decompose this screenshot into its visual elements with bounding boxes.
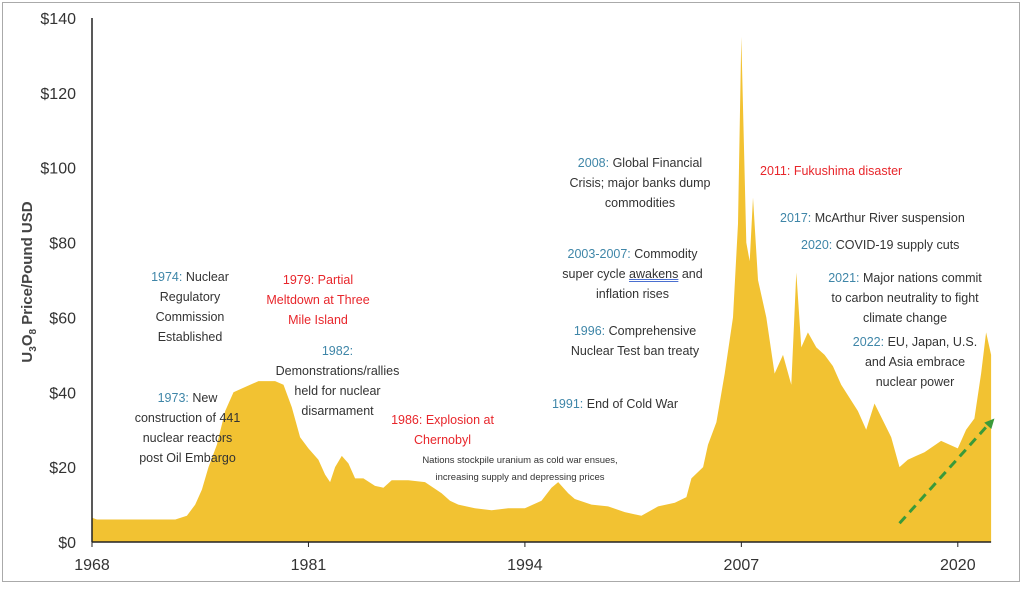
annotation-title: 1979: Partial bbox=[282, 273, 354, 287]
y-tick-label: $100 bbox=[40, 161, 76, 178]
annotation-year: 1996: bbox=[573, 324, 606, 338]
annotation-text: Nations stockpile uranium as cold war en… bbox=[422, 455, 618, 466]
annotation-text: to carbon neutrality to fight bbox=[831, 291, 979, 305]
trend-arrow-head-icon bbox=[984, 418, 995, 430]
annotation-2003-2007: 2003-2007: Commodity super cycle awakens … bbox=[550, 244, 715, 304]
annotation-1996: 1996: Comprehensive Nuclear Test ban trea… bbox=[550, 321, 720, 361]
annotation-text: climate change bbox=[862, 311, 948, 325]
annotation-text: Major nations commit bbox=[862, 271, 982, 285]
annotation-text: COVID-19 supply cuts bbox=[835, 238, 960, 252]
annotation-year: 2021: bbox=[828, 271, 860, 285]
annotation-1982: 1982: Demonstrations/rallies held for nucl… bbox=[260, 341, 415, 421]
annotation-text: Crisis; major banks dump bbox=[569, 176, 711, 190]
annotation-text: EU, Japan, U.S. bbox=[887, 335, 978, 349]
annotation-text: and Asia embrace bbox=[864, 355, 966, 369]
trend-arrow-line bbox=[898, 423, 990, 525]
annotation-2017: 2017: McArthur River suspension bbox=[780, 208, 965, 228]
annotation-year: 2020: bbox=[801, 238, 833, 252]
annotation-text: Comprehensive bbox=[608, 324, 697, 338]
annotation-2021: 2021: Major nations commit to carbon neut… bbox=[815, 268, 995, 328]
annotation-text: New bbox=[192, 391, 218, 405]
annotation-text: nuclear power bbox=[875, 375, 955, 389]
svg-text:U3O8 Price/Pound USD: U3O8 Price/Pound USD bbox=[19, 201, 39, 362]
annotation-text: inflation rises bbox=[596, 287, 669, 301]
annotation-stockpile: Nations stockpile uranium as cold war en… bbox=[395, 452, 645, 486]
annotation-2011: 2011: Fukushima disaster bbox=[760, 161, 902, 181]
annotation-year: 1973: bbox=[157, 391, 189, 405]
annotation-text: Meltdown at Three bbox=[266, 293, 370, 307]
annotation-text: held for nuclear bbox=[294, 384, 381, 398]
annotation-2022: 2022: EU, Japan, U.S. and Asia embrace nuc… bbox=[850, 332, 980, 392]
annotation-text: disarmament bbox=[301, 404, 374, 418]
annotation-text: Global Financial bbox=[612, 156, 703, 170]
annotation-text: nuclear reactors bbox=[142, 431, 233, 445]
annotation-text: Established bbox=[157, 330, 223, 344]
annotation-text: Commodity bbox=[634, 247, 698, 261]
chart-frame bbox=[2, 2, 1020, 582]
annotation-2008: 2008: Global Financial Crisis; major bank… bbox=[555, 153, 725, 213]
annotation-year: 1974: bbox=[151, 270, 183, 284]
annotation-title: 1986: Explosion at bbox=[391, 413, 494, 427]
annotation-text: Commission bbox=[155, 310, 225, 324]
annotation-year: 2017: bbox=[780, 211, 812, 225]
annotation-text: Demonstrations/rallies bbox=[275, 364, 400, 378]
x-tick-label: 1994 bbox=[507, 557, 543, 574]
annotation-1974: 1974: Nuclear Regulatory Commission Establi… bbox=[130, 267, 250, 347]
annotation-1991: 1991: End of Cold War bbox=[540, 394, 690, 414]
annotation-text: Nuclear Test ban treaty bbox=[570, 344, 700, 358]
x-tick-label: 1968 bbox=[74, 557, 110, 574]
y-tick-label: $80 bbox=[49, 236, 76, 253]
y-tick-label: $20 bbox=[49, 460, 76, 477]
annotation-text: Nuclear bbox=[185, 270, 229, 284]
annotation-text: commodities bbox=[604, 196, 676, 210]
annotation-text: End of Cold War bbox=[586, 397, 678, 411]
y-tick-label: $120 bbox=[40, 86, 76, 103]
x-tick-label: 1981 bbox=[291, 557, 327, 574]
annotation-text: increasing supply and depressing prices bbox=[435, 472, 605, 483]
annotation-text: super cycle bbox=[562, 267, 626, 281]
annotation-1973: 1973: New construction of 441 nuclear reac… bbox=[125, 388, 250, 468]
annotation-text: post Oil Embargo bbox=[139, 451, 236, 465]
y-tick-label: $40 bbox=[49, 385, 76, 402]
annotation-text: construction of 441 bbox=[134, 411, 241, 425]
annotation-1979: 1979: Partial Meltdown at Three Mile Islan… bbox=[258, 270, 378, 330]
x-tick-label: 2007 bbox=[724, 557, 760, 574]
x-tick-label: 2020 bbox=[940, 557, 976, 574]
annotation-year: 1991: bbox=[551, 397, 584, 411]
annotation-year: 1982: bbox=[321, 344, 354, 358]
y-tick-label: $60 bbox=[49, 310, 76, 327]
y-tick-label: $140 bbox=[40, 11, 76, 28]
annotation-text: Chernobyl bbox=[414, 433, 471, 447]
annotation-text: awakens bbox=[629, 267, 679, 281]
annotation-year: 2022: bbox=[852, 335, 885, 349]
annotation-year: 2003-2007: bbox=[567, 247, 631, 261]
y-tick-label: $0 bbox=[58, 535, 76, 552]
annotation-text: McArthur River suspension bbox=[814, 211, 965, 225]
annotation-text: Regulatory bbox=[159, 290, 221, 304]
annotation-title: 2011: Fukushima disaster bbox=[760, 164, 903, 178]
annotation-text: Mile Island bbox=[288, 313, 348, 327]
annotation-2020: 2020: COVID-19 supply cuts bbox=[801, 235, 959, 255]
annotation-text: and bbox=[681, 267, 703, 281]
annotation-1986: 1986: Explosion at Chernobyl bbox=[370, 410, 515, 450]
price-area bbox=[92, 36, 992, 542]
y-axis-label: U3O8 Price/Pound USD bbox=[19, 201, 39, 362]
annotation-year: 2008: bbox=[577, 156, 610, 170]
